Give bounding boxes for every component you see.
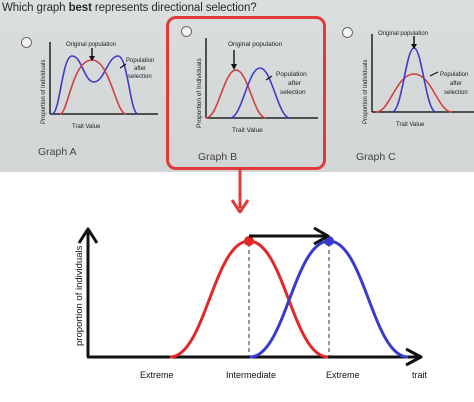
original-peak-dot <box>244 236 254 246</box>
graph-c-after-label-1: Population <box>440 72 468 78</box>
screenshot-photo: Which graph best represents directional … <box>0 0 474 172</box>
diagram-y-axis-label: proportion of individuals <box>74 245 85 346</box>
graph-b-x-axis-label: Trait Value <box>232 127 263 134</box>
diagram-x-axis-label: trait <box>412 370 428 380</box>
shift-arrowhead <box>313 226 330 246</box>
graph-c-after-label-2: after <box>450 81 462 87</box>
graph-a-after-label-1: Population <box>126 58 154 64</box>
question-text: Which graph best represents directional … <box>2 2 257 14</box>
x-axis-arrowhead <box>405 347 423 367</box>
graph-a-y-axis-label: Proportion of Individuals <box>41 60 47 124</box>
graph-b-original-curve <box>205 69 267 119</box>
graph-c-original-curve <box>375 73 453 113</box>
graph-b: Original population Population after sel… <box>196 38 318 134</box>
graph-a: Original population Population after sel… <box>41 42 158 130</box>
graph-a-after-label-2: after <box>134 66 146 72</box>
radio-graph-a[interactable] <box>21 37 32 48</box>
graph-c-original-label: Original population <box>378 31 428 37</box>
radio-graph-c[interactable] <box>342 27 353 38</box>
graph-c-after-label-3: selection <box>444 90 468 96</box>
graph-b-after-curve <box>229 67 291 119</box>
graph-b-original-label: Original population <box>228 41 283 48</box>
radio-graph-b[interactable] <box>181 26 192 37</box>
graph-c-x-axis-label: Trait Value <box>396 122 425 128</box>
graph-a-x-axis-label: Trait Value <box>72 124 101 130</box>
tick-label-extreme-right: Extreme <box>326 370 360 380</box>
selected-answer-highlight <box>166 16 326 170</box>
tick-label-extreme-left: Extreme <box>140 370 174 380</box>
graph-b-after-label-3: selection <box>280 89 306 96</box>
graph-b-y-axis-label: Proportion of Individuals <box>196 58 203 128</box>
tick-label-intermediate: Intermediate <box>226 370 276 380</box>
graph-b-after-label-2: after <box>288 80 302 87</box>
directional-selection-diagram: proportion of individuals Extreme Interm… <box>74 226 428 380</box>
y-axis-arrowhead <box>77 227 99 244</box>
graph-b-after-label-1: Population <box>276 71 307 78</box>
graph-a-after-curve <box>51 55 139 115</box>
graph-c-label: Graph C <box>356 151 396 163</box>
graph-c-y-axis-label: Proportion of Individuals <box>363 60 369 124</box>
graph-c-after-curve <box>391 47 437 113</box>
graph-a-original-label: Original population <box>66 42 116 48</box>
graph-b-label: Graph B <box>198 151 238 163</box>
graph-c: Original population Population after sel… <box>363 31 474 128</box>
graph-a-label: Graph A <box>38 146 77 158</box>
graph-a-original-curve <box>59 59 127 115</box>
graph-a-after-label-3: selection <box>128 74 152 80</box>
connector-arrow <box>230 170 250 214</box>
